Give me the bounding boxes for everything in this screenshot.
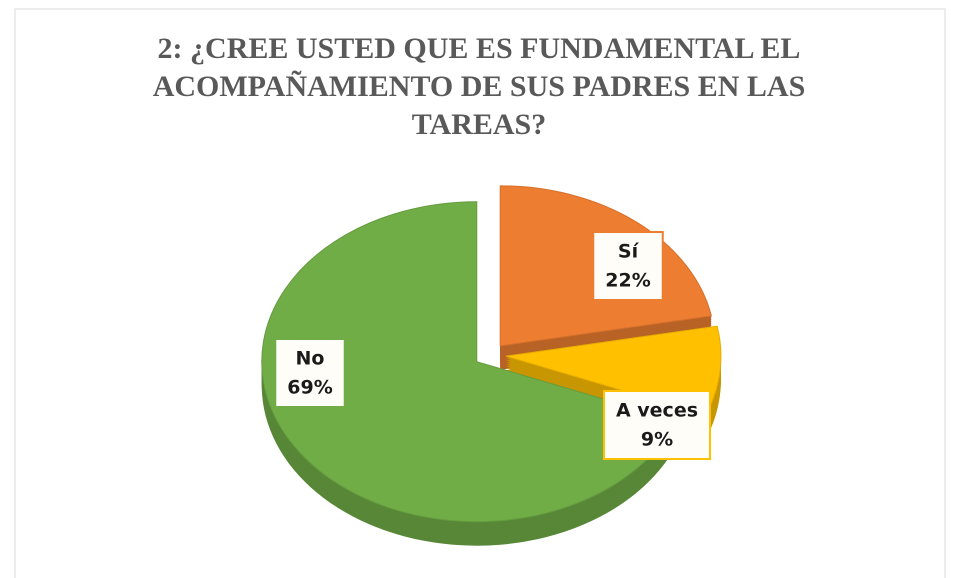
data-label-value: 9% xyxy=(641,429,673,451)
chart-title: 2: ¿CREE USTED QUE ES FUNDAMENTAL EL ACO… xyxy=(152,32,806,141)
data-label-box xyxy=(274,338,346,408)
data-label: No 69% xyxy=(274,338,346,408)
data-label-box xyxy=(602,390,712,460)
data-label-category: A veces xyxy=(616,400,698,422)
data-label-value: 69% xyxy=(287,377,332,399)
data-label-box xyxy=(592,231,664,301)
data-label-value: 22% xyxy=(605,270,650,292)
chart-frame xyxy=(14,8,946,578)
data-label: Sí 22% xyxy=(592,231,664,301)
data-label-category: No xyxy=(296,348,325,370)
slice xyxy=(261,201,678,523)
data-label: A veces 9% xyxy=(602,390,712,460)
data-label-category: Sí xyxy=(618,241,640,263)
